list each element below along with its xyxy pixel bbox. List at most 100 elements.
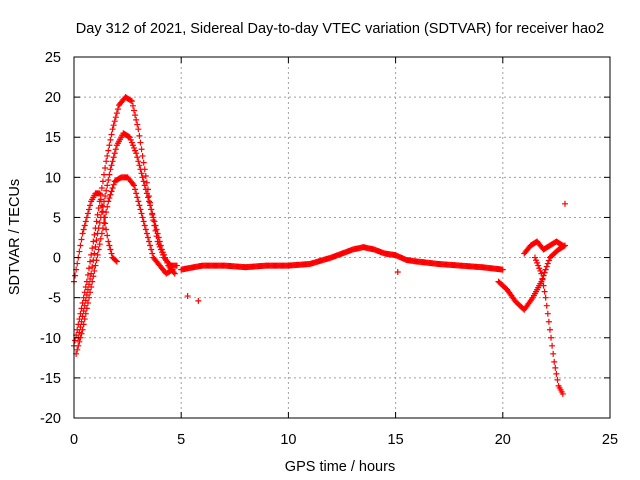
plus-marker [162,254,169,261]
plus-marker [149,210,156,217]
x-tick-label: 0 [70,432,78,448]
plus-marker [72,337,79,344]
plus-marker [146,238,153,245]
plus-marker [129,102,136,109]
plus-marker [157,242,164,249]
plus-marker [551,358,558,365]
plus-marker [110,181,117,188]
plus-marker [92,262,99,269]
plus-marker [136,132,143,139]
plus-marker [74,260,81,267]
plus-marker [153,226,160,233]
plus-marker [540,282,547,289]
plus-marker [95,205,102,212]
plus-marker [545,318,552,325]
plus-marker [113,110,120,117]
plus-marker [543,302,550,309]
series-late-drop [531,254,566,397]
plus-marker [99,178,106,185]
plus-marker [76,248,83,255]
y-tick-label: 20 [45,90,61,106]
plus-marker [135,198,142,205]
plus-marker [83,214,90,221]
plus-marker [109,126,116,133]
x-tick-label: 15 [388,432,404,448]
plus-marker [127,136,134,143]
plus-marker [546,326,553,333]
plus-marker [140,218,147,225]
plus-marker [534,259,541,266]
plus-marker [94,211,101,218]
y-axis-label: SDTVAR / TECUs [7,179,23,295]
plus-marker [148,246,155,253]
plus-marker [75,342,82,349]
plus-marker [553,370,560,377]
plus-marker [544,310,551,317]
plus-marker [163,257,170,264]
plus-marker [126,134,133,141]
plus-marker [93,257,100,264]
plus-marker [93,237,100,244]
plus-marker [108,250,115,257]
y-tick-label: -20 [40,411,61,427]
plus-marker [171,270,178,277]
plus-marker [74,346,81,353]
plus-marker [133,150,140,157]
plus-marker [536,265,543,272]
series-isolated [184,200,568,304]
plus-marker [542,294,549,301]
plus-marker [86,206,93,213]
plus-marker [541,269,548,276]
plus-marker [143,230,150,237]
plus-marker [156,238,163,245]
plus-marker [108,131,115,138]
plus-marker [105,177,112,184]
plus-marker [552,364,559,371]
plus-marker [78,330,85,337]
plus-marker [112,114,119,121]
plus-marker [134,121,141,128]
plus-marker [88,283,95,290]
plus-marker [105,238,112,245]
plus-marker [91,231,98,238]
plus-marker [107,136,114,143]
plus-marker [86,294,93,301]
plus-marker [97,196,104,203]
plus-marker [134,194,141,201]
plus-marker [132,186,139,193]
plus-marker [559,390,566,397]
series-late-dip [495,242,568,313]
plus-marker [96,190,103,197]
plus-marker [106,142,113,149]
x-tick-label: 20 [495,432,511,448]
plus-marker [77,242,84,249]
plus-marker [137,139,144,146]
plus-marker [90,238,97,245]
x-tick-label: 10 [280,432,296,448]
plus-marker [106,195,113,202]
plus-marker [499,266,506,273]
plus-marker [99,225,106,232]
plus-marker [98,185,105,192]
plus-marker [129,181,136,188]
plus-marker [148,206,155,213]
x-tick-label: 5 [177,432,185,448]
plus-marker [78,236,85,243]
plus-marker [548,334,555,341]
plus-marker [76,338,83,345]
series-late-upper [521,238,566,257]
plus-marker [142,172,149,179]
plus-marker [549,342,556,349]
plus-marker [84,271,91,278]
plus-marker [81,222,88,229]
plus-marker [111,118,118,125]
plus-marker [558,241,565,248]
plus-marker [128,98,135,105]
plus-marker [140,159,147,166]
plus-marker [151,218,158,225]
y-tick-label: 15 [45,130,61,146]
plus-marker [535,262,542,269]
plus-marker [96,241,103,248]
plus-marker [394,268,401,275]
plus-marker [101,171,108,178]
